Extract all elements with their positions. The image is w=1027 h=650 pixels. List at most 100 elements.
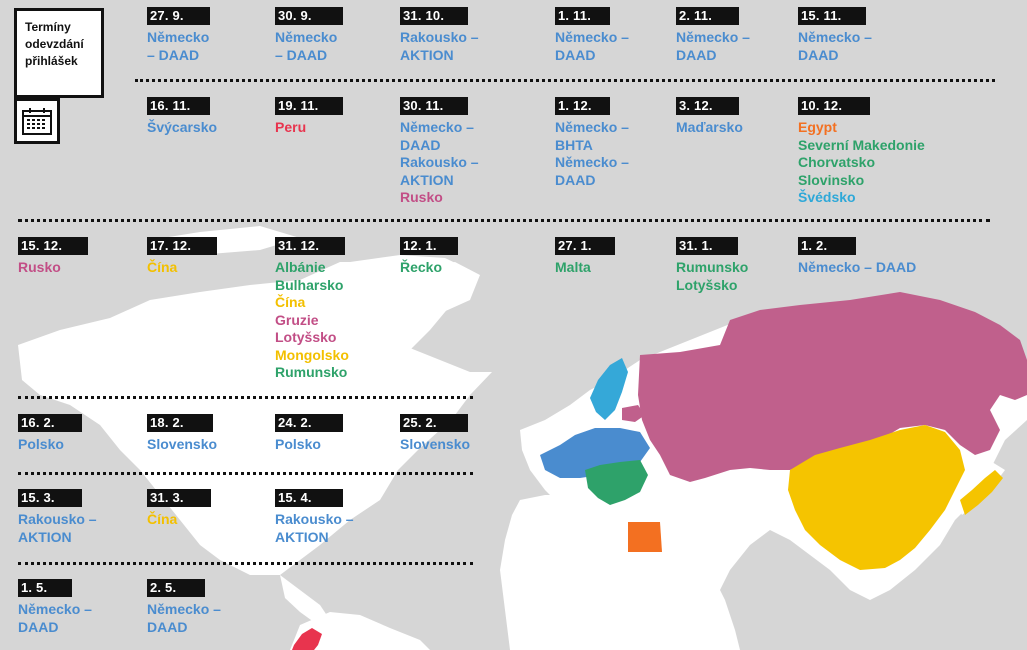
deadline-date: 31. 3. — [147, 489, 211, 507]
deadline-entry: 24. 2. Polsko — [275, 414, 343, 454]
country-label: DAAD — [400, 136, 441, 153]
country-label: Rakousko – — [275, 511, 354, 527]
legend-title: Termíny odevzdání přihlášek — [25, 20, 84, 68]
country-label: Mongolsko — [275, 346, 349, 363]
country-label: Polsko — [275, 436, 321, 452]
balkans-shape — [585, 460, 648, 505]
country-label: Německo – DAAD — [798, 259, 917, 275]
country-label: Německo – — [555, 154, 629, 170]
deadline-date: 27. 9. — [147, 7, 210, 25]
deadline-date: 16. 11. — [147, 97, 210, 115]
deadline-entry: 1. 5. Německo – DAAD — [18, 579, 92, 636]
deadline-entry: 1. 2. Německo – DAAD — [798, 237, 916, 277]
deadline-entry: 27. 9. Německo – DAAD — [147, 7, 210, 64]
deadline-entry: 12. 1. Řecko — [400, 237, 458, 277]
deadline-entry: 16. 2. Polsko — [18, 414, 82, 454]
country-label: Rusko — [18, 259, 61, 275]
deadline-date: 1. 12. — [555, 97, 610, 115]
country-label: Lotyšsko — [676, 276, 738, 293]
deadline-date: 1. 2. — [798, 237, 856, 255]
deadline-date: 16. 2. — [18, 414, 82, 432]
country-label: Rumunsko — [676, 259, 749, 275]
deadline-date: 2. 11. — [676, 7, 739, 25]
country-label: – DAAD — [275, 46, 328, 63]
country-label: DAAD — [555, 171, 596, 188]
deadline-entry: 15. 3. Rakousko – AKTION — [18, 489, 97, 546]
deadline-date: 15. 12. — [18, 237, 88, 255]
deadline-date: 25. 2. — [400, 414, 468, 432]
country-label: Rakousko – — [400, 29, 479, 45]
deadline-date: 15. 3. — [18, 489, 82, 507]
country-label: Egypt — [798, 119, 837, 135]
country-label: Malta — [555, 259, 591, 275]
country-label: Slovensko — [147, 436, 218, 452]
deadline-date: 1. 5. — [18, 579, 72, 597]
country-label: Německo – — [147, 601, 221, 617]
deadline-date: 30. 9. — [275, 7, 343, 25]
deadline-entry: 31. 1. Rumunsko Lotyšsko — [676, 237, 748, 294]
country-label: Německo – — [676, 29, 750, 45]
calendar-box — [14, 98, 60, 144]
deadline-entry: 19. 11. Peru — [275, 97, 343, 137]
separator-row-4 — [18, 472, 473, 475]
country-label: Rakousko – — [400, 154, 479, 170]
separator-row-1 — [135, 79, 995, 82]
country-label: Švédsko — [798, 189, 856, 205]
country-label: AKTION — [400, 171, 454, 188]
country-label: Slovinsko — [798, 171, 865, 188]
country-label: BHTA — [555, 136, 593, 153]
country-label: Bulharsko — [275, 276, 344, 293]
country-label: AKTION — [275, 528, 329, 545]
legend-box: Termíny odevzdání přihlášek — [14, 8, 104, 98]
deadline-date: 2. 5. — [147, 579, 205, 597]
deadline-entry: 25. 2. Slovensko — [400, 414, 470, 454]
deadline-entry: 1. 12. Německo – BHTA Německo – DAAD — [555, 97, 629, 189]
separator-row-5 — [18, 562, 473, 565]
sweden-shape — [590, 358, 628, 420]
japan-yellow-shape — [960, 470, 1003, 515]
country-label: AKTION — [400, 46, 454, 63]
africa-shape — [500, 495, 740, 650]
deadline-date: 1. 11. — [555, 7, 610, 25]
country-label: Čína — [275, 294, 306, 310]
north-america-shape — [18, 262, 492, 575]
deadline-entry: 3. 12. Maďarsko — [676, 97, 743, 137]
baltic-shape — [622, 405, 645, 422]
deadline-date: 31. 12. — [275, 237, 345, 255]
country-label: Albánie — [275, 259, 326, 275]
country-label: Švýcarsko — [147, 119, 218, 135]
deadline-entry: 15. 4. Rakousko – AKTION — [275, 489, 354, 546]
country-label: Severní Makedonie — [798, 136, 925, 153]
deadline-entry: 31. 3. Čína — [147, 489, 211, 529]
deadline-entry: 10. 12. Egypt Severní Makedonie Chorvatsko S… — [798, 97, 925, 207]
country-label: DAAD — [798, 46, 839, 63]
deadline-date: 15. 11. — [798, 7, 866, 25]
deadline-date: 3. 12. — [676, 97, 739, 115]
deadline-date: 15. 4. — [275, 489, 343, 507]
china-mongolia-shape — [788, 425, 965, 570]
greenland-shape — [350, 255, 470, 350]
country-label: DAAD — [18, 618, 59, 635]
separator-row-2 — [18, 219, 990, 222]
country-label: Polsko — [18, 436, 64, 452]
country-label: Řecko — [400, 259, 443, 275]
northern-island-shape — [300, 282, 355, 310]
south-america-shape — [290, 612, 430, 650]
deadline-entry: 15. 12. Rusko — [18, 237, 88, 277]
country-label: Německo – — [555, 29, 629, 45]
country-label: Čína — [147, 259, 178, 275]
deadline-date: 12. 1. — [400, 237, 458, 255]
country-label: Peru — [275, 119, 307, 135]
country-label: Gruzie — [275, 311, 319, 328]
deadline-date: 24. 2. — [275, 414, 343, 432]
deadline-date: 31. 1. — [676, 237, 738, 255]
country-label: Německo — [147, 29, 210, 45]
country-label: AKTION — [18, 528, 72, 545]
deadline-entry: 27. 1. Malta — [555, 237, 615, 277]
country-label: Německo – — [18, 601, 92, 617]
deadline-entry: 1. 11. Německo – DAAD — [555, 7, 629, 64]
country-label: Německo — [275, 29, 338, 45]
country-label: Lotyšsko — [275, 329, 337, 345]
deadline-entry: 31. 12. Albánie Bulharsko Čína Gruzie Lotyšsk… — [275, 237, 349, 382]
